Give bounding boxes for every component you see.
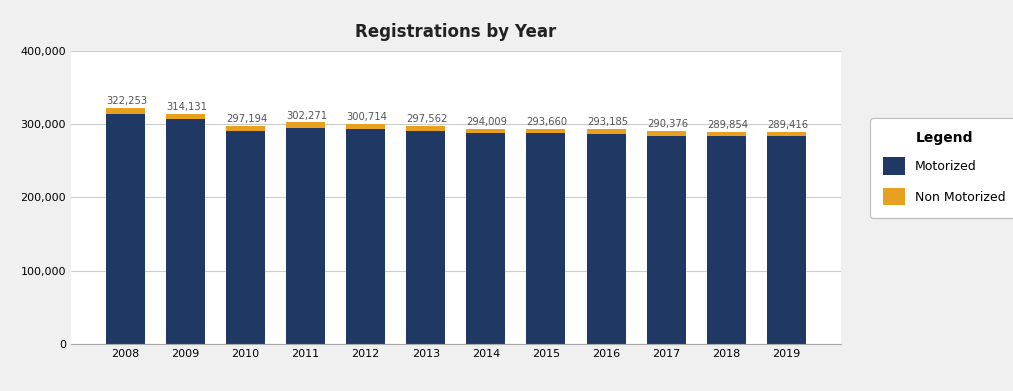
Bar xyxy=(346,129,385,344)
Bar xyxy=(646,136,686,344)
Text: 293,185: 293,185 xyxy=(587,117,628,127)
Bar xyxy=(466,133,505,344)
Legend: Motorized, Non Motorized: Motorized, Non Motorized xyxy=(870,118,1013,218)
Text: 314,131: 314,131 xyxy=(166,102,208,112)
Text: 297,194: 297,194 xyxy=(226,114,267,124)
Text: 302,271: 302,271 xyxy=(287,111,327,121)
Bar xyxy=(286,122,325,127)
Bar xyxy=(166,114,205,119)
Text: 289,416: 289,416 xyxy=(767,120,808,130)
Bar xyxy=(226,131,265,344)
Bar xyxy=(587,134,626,344)
Bar xyxy=(466,129,505,133)
Bar xyxy=(226,126,265,131)
Bar xyxy=(346,124,385,129)
Bar xyxy=(527,133,565,344)
Bar xyxy=(707,132,746,136)
Text: 297,562: 297,562 xyxy=(406,114,448,124)
Bar xyxy=(587,129,626,134)
Bar xyxy=(286,127,325,344)
Bar xyxy=(166,119,205,344)
Bar xyxy=(767,136,805,344)
Text: 290,376: 290,376 xyxy=(647,119,688,129)
Text: 300,714: 300,714 xyxy=(346,112,387,122)
Bar xyxy=(707,136,746,344)
Text: 322,253: 322,253 xyxy=(106,96,147,106)
Bar xyxy=(527,129,565,133)
Bar xyxy=(106,114,145,344)
Bar xyxy=(106,108,145,114)
Bar xyxy=(646,131,686,136)
Bar xyxy=(406,131,446,344)
Title: Registrations by Year: Registrations by Year xyxy=(356,23,556,41)
Bar xyxy=(406,126,446,131)
Text: 293,660: 293,660 xyxy=(527,117,568,127)
Bar xyxy=(767,132,805,136)
Text: 294,009: 294,009 xyxy=(467,117,508,127)
Text: 289,854: 289,854 xyxy=(707,120,748,130)
